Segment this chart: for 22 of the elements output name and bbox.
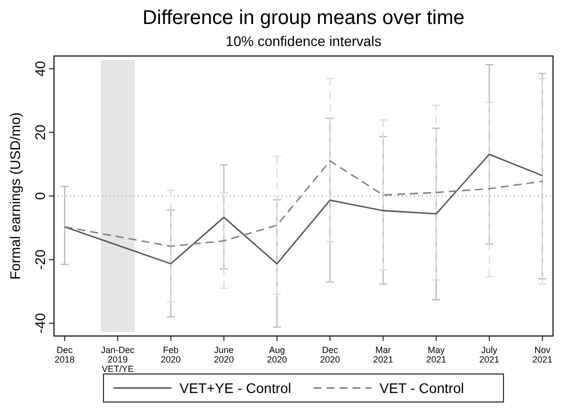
x-tick-label: July 2021 <box>479 345 500 364</box>
x-tick-label: Dec 2020 <box>320 345 340 364</box>
line-series <box>64 160 544 247</box>
x-tick-label: Dec 2018 <box>54 345 75 364</box>
y-axis-title: Formal earnings (USD/mo) <box>7 112 23 280</box>
x-tick-label: Feb 2020 <box>160 345 181 364</box>
chart-title: Difference in group means over time <box>142 7 465 29</box>
x-tick-label: Aug 2020 <box>266 345 287 364</box>
x-tick-label: Mar 2021 <box>373 345 394 364</box>
line-series <box>64 154 544 264</box>
y-tick-label: 20 <box>32 124 48 140</box>
y-tick-label: -40 <box>32 312 48 334</box>
y-tick-label: 40 <box>32 60 48 77</box>
x-tick-label: May 2021 <box>426 345 446 364</box>
x-tick-label: Nov 2021 <box>532 345 552 364</box>
y-tick-label: -20 <box>32 249 48 270</box>
x-tick-label: Jan-Dec 2019 VET/YE <box>100 345 135 374</box>
chart-subtitle: 10% confidence intervals <box>226 33 382 49</box>
legend-label: VET+YE - Control <box>180 380 292 396</box>
legend-label: VET - Control <box>380 380 464 396</box>
y-tick-label: 0 <box>32 192 48 200</box>
x-tick-label: June 2020 <box>214 345 234 364</box>
